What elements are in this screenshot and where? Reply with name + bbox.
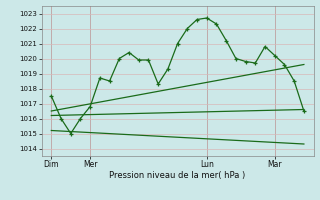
X-axis label: Pression niveau de la mer( hPa ): Pression niveau de la mer( hPa ): [109, 171, 246, 180]
